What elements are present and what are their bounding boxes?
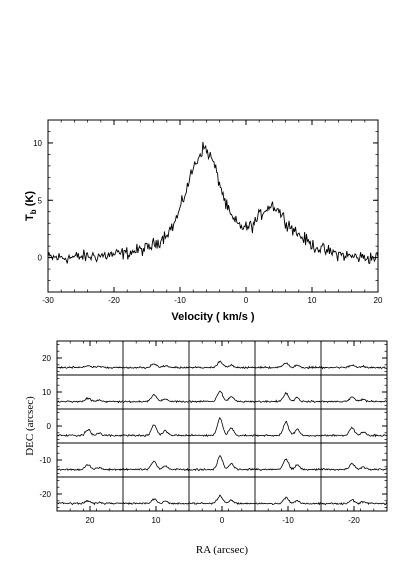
top-plot-frame bbox=[47, 119, 379, 293]
x-tick-label: -10 bbox=[282, 516, 294, 525]
cell-spectrum-line bbox=[254, 496, 322, 506]
x-tick-label: -20 bbox=[348, 516, 360, 525]
cell-spectrum-line bbox=[188, 360, 256, 370]
cell-spectrum-line bbox=[56, 499, 124, 506]
y-tick-label: -20 bbox=[39, 490, 51, 499]
bottom-spectra-grid-chart: 20 10 0 -10 -20 20 10 0 -10 -20 RA (arcsec) DEC … bbox=[24, 340, 388, 556]
y-tick-label: -10 bbox=[39, 456, 51, 465]
bottom-x-ticks: 20 10 0 -10 -20 bbox=[56, 341, 388, 525]
top-y-ticks: 0 5 10 bbox=[33, 119, 378, 281]
y-tick-label: 10 bbox=[33, 139, 42, 148]
bottom-x-axis-label: RA (arcsec) bbox=[196, 544, 249, 556]
cell-spectrum-line bbox=[188, 494, 256, 505]
spectrum-line bbox=[47, 141, 379, 264]
top-spectrum-chart: -30 -20 -10 0 10 20 0 5 10 Velocity ( km/s ) Tb… bbox=[24, 119, 383, 323]
x-tick-label: 10 bbox=[308, 296, 317, 305]
x-tick-label: 0 bbox=[244, 296, 249, 305]
bottom-spectra bbox=[56, 360, 388, 506]
bottom-y-axis-label: DEC (arcsec) bbox=[24, 396, 36, 456]
cell-spectrum-line bbox=[122, 393, 190, 404]
cell-spectrum-line bbox=[122, 460, 190, 472]
cell-spectrum-line bbox=[254, 391, 322, 403]
cell-spectrum-line bbox=[320, 499, 388, 506]
cell-spectrum-line bbox=[320, 462, 388, 471]
bottom-plot-frame bbox=[56, 340, 388, 512]
cell-spectrum-line bbox=[320, 396, 388, 404]
cell-spectrum-line bbox=[122, 498, 190, 506]
bottom-y-ticks: 20 10 0 -10 -20 bbox=[39, 344, 387, 508]
x-tick-label: -10 bbox=[174, 296, 186, 305]
top-x-axis-label: Velocity ( km/s ) bbox=[171, 311, 254, 323]
x-tick-label: -20 bbox=[108, 296, 120, 305]
cell-spectrum-line bbox=[56, 397, 124, 404]
cell-spectrum-line bbox=[56, 428, 124, 438]
cell-spectrum-line bbox=[320, 426, 388, 438]
cell-spectrum-line bbox=[254, 420, 322, 438]
y-tick-label: 10 bbox=[42, 388, 51, 397]
cell-spectrum-line bbox=[122, 424, 190, 438]
y-tick-label: 5 bbox=[38, 196, 43, 205]
y-tick-label: 0 bbox=[47, 422, 52, 431]
x-tick-label: 20 bbox=[374, 296, 383, 305]
cell-spectrum-line bbox=[122, 363, 190, 370]
top-y-axis-label: Tb (K) bbox=[24, 191, 38, 221]
bottom-grid-lines bbox=[57, 341, 387, 511]
x-tick-label: 10 bbox=[152, 516, 161, 525]
cell-spectrum-line bbox=[188, 455, 256, 472]
x-tick-label: -30 bbox=[42, 296, 54, 305]
x-tick-label: 20 bbox=[86, 516, 95, 525]
cell-spectrum-line bbox=[188, 390, 256, 404]
cell-spectrum-line bbox=[254, 362, 322, 370]
cell-spectrum-line bbox=[254, 458, 322, 472]
cell-spectrum-line bbox=[56, 464, 124, 472]
x-tick-label: 0 bbox=[220, 516, 225, 525]
y-tick-label: 0 bbox=[38, 254, 43, 263]
cell-spectrum-line bbox=[56, 365, 124, 370]
cell-spectrum-line bbox=[188, 416, 256, 437]
y-tick-label: 20 bbox=[42, 354, 51, 363]
cell-spectrum-line bbox=[320, 364, 388, 370]
top-x-ticks: -30 -20 -10 0 10 20 bbox=[42, 120, 383, 305]
